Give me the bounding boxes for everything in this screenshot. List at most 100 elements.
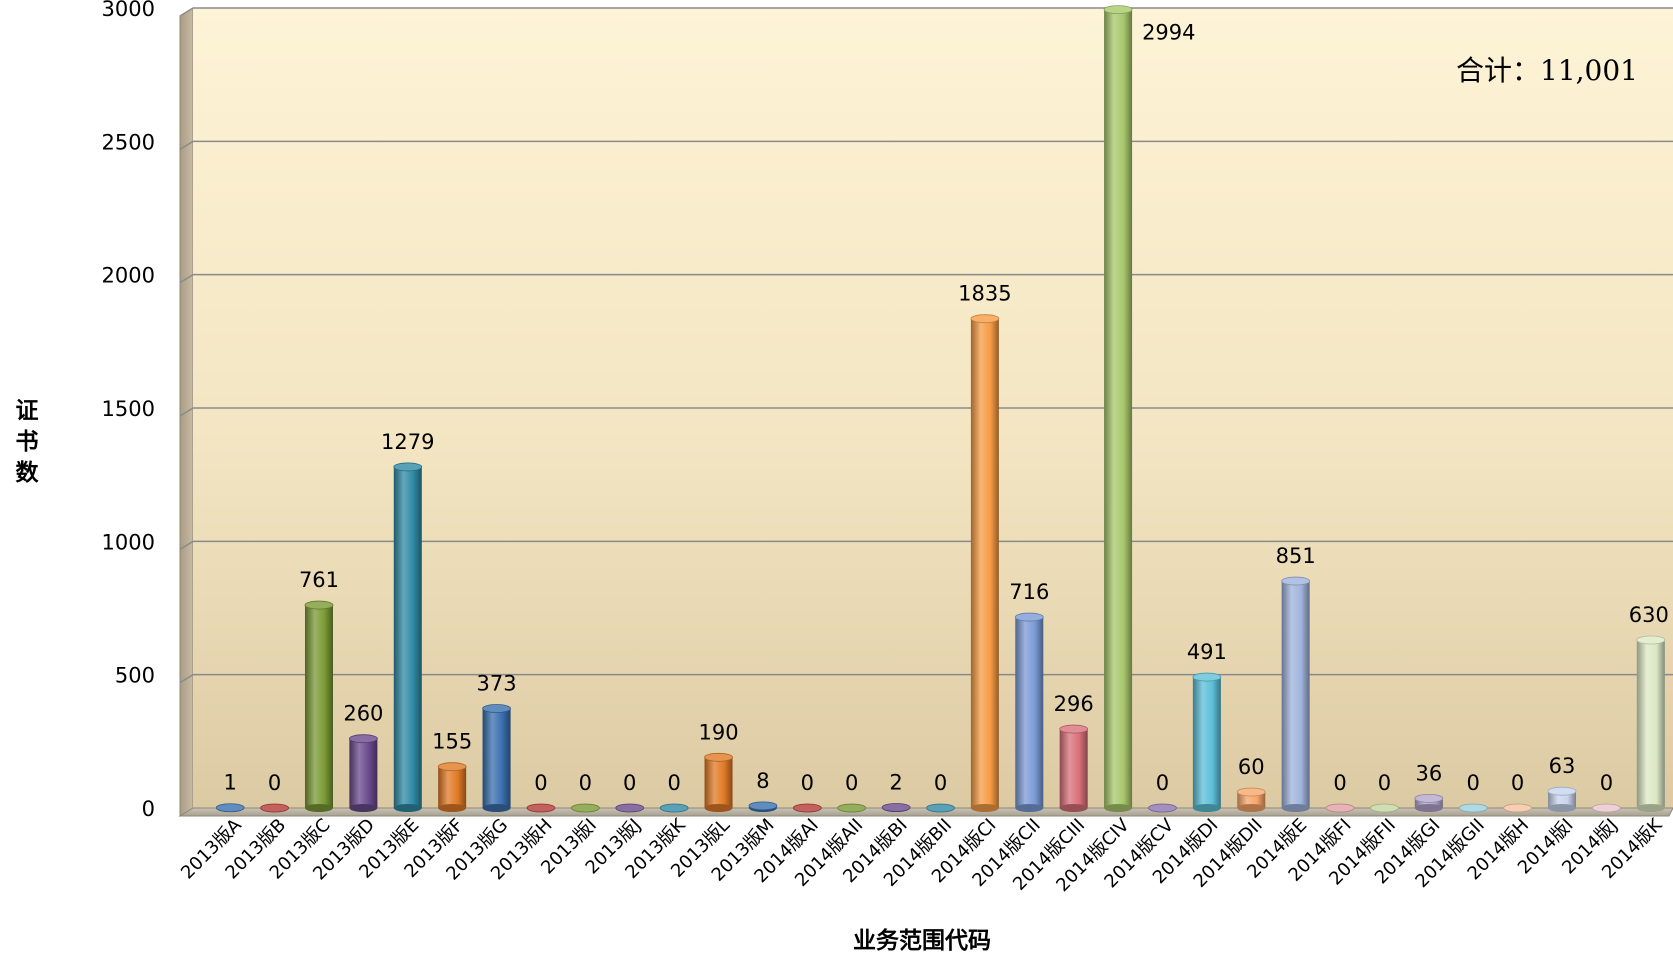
bar	[1547, 786, 1577, 812]
bar	[1103, 5, 1133, 812]
data-label: 2	[889, 770, 902, 794]
bar	[615, 803, 645, 813]
data-label: 373	[477, 672, 517, 696]
x-axis-title: 业务范围代码	[853, 928, 991, 954]
bar	[926, 803, 955, 813]
bar	[881, 803, 911, 812]
data-label: 0	[1333, 771, 1346, 795]
bar	[215, 803, 245, 813]
data-label: 0	[1600, 771, 1613, 795]
total-annotation: 合计：11,001	[1456, 54, 1638, 87]
bar-base	[1414, 804, 1443, 812]
bar-cap	[1281, 576, 1311, 586]
bar	[970, 314, 1000, 812]
data-label: 0	[845, 771, 858, 795]
bar-base	[304, 804, 333, 812]
data-label: 0	[623, 771, 636, 795]
bar-body	[438, 766, 467, 808]
bar-cap	[393, 462, 423, 472]
bar-base	[1281, 804, 1310, 812]
bar	[1592, 803, 1621, 813]
bar-cap	[881, 803, 911, 812]
gridline-side	[179, 140, 194, 150]
bar-cap	[748, 801, 778, 811]
data-label: 155	[432, 730, 472, 754]
bar-body	[304, 605, 333, 808]
bar-base	[1104, 804, 1133, 812]
data-label: 60	[1238, 755, 1265, 779]
y-axis-title: 证书数	[16, 398, 40, 486]
bar-body	[1104, 9, 1133, 809]
data-label: 0	[1511, 771, 1524, 795]
bar-cap	[1547, 786, 1577, 796]
y-tick-label: 1500	[102, 397, 155, 421]
bar-cap	[1370, 803, 1399, 813]
bar-cap	[1414, 794, 1444, 803]
bar	[704, 752, 733, 812]
bar-cap	[837, 803, 867, 813]
data-label: 630	[1629, 603, 1669, 627]
bar-cap	[1103, 5, 1133, 15]
bar-base	[349, 804, 378, 812]
data-labels: 1 0 761 260 1279 155 373 0 0 0 0 190 8 0 0 2 0 1835 716 296…	[224, 21, 1669, 795]
bar	[1014, 612, 1044, 812]
bar-cap	[260, 803, 289, 813]
bar	[792, 803, 822, 813]
y-axis-ticks: 0 500 1000 1500 2000 2500 3000	[102, 0, 155, 821]
bar-body	[349, 738, 378, 808]
data-label: 260	[343, 702, 383, 726]
bar-cap	[970, 314, 1000, 324]
bar-cap	[659, 803, 689, 813]
bar-body	[1414, 798, 1443, 808]
bar	[1636, 635, 1666, 812]
bar-base	[970, 804, 999, 812]
y-tick-label: 2500	[102, 130, 155, 154]
bar	[570, 803, 600, 813]
bar-cap	[1192, 672, 1222, 682]
data-label: 0	[268, 771, 281, 795]
bar	[1236, 787, 1266, 812]
bar-body	[1237, 792, 1266, 808]
bar-cap	[526, 803, 556, 813]
bar-body	[482, 708, 511, 808]
data-label: 190	[698, 720, 738, 744]
data-label: 1835	[958, 282, 1011, 306]
gridline-side	[179, 274, 194, 284]
bar-cap	[792, 803, 822, 813]
bar-cap	[304, 600, 334, 610]
bar-cap	[482, 704, 511, 713]
bar-cap	[1636, 635, 1666, 645]
bar-body	[970, 318, 999, 808]
bar-base	[393, 804, 422, 812]
data-label: 491	[1187, 640, 1227, 664]
data-label: 0	[934, 771, 947, 795]
bar-cap	[437, 762, 467, 772]
bar-cap	[1059, 724, 1089, 734]
bar-body	[1281, 581, 1310, 808]
data-label: 0	[667, 771, 680, 795]
y-tick-label: 1000	[102, 530, 155, 554]
data-label: 716	[1009, 580, 1049, 604]
bar	[1059, 724, 1089, 812]
data-label: 0	[1467, 771, 1480, 795]
data-label: 36	[1415, 761, 1442, 785]
gridline-side	[179, 540, 194, 550]
bar	[1458, 803, 1488, 813]
bar	[1281, 576, 1311, 812]
bar	[1503, 803, 1533, 813]
data-label: 0	[534, 771, 547, 795]
bar-base	[1636, 804, 1665, 812]
bar	[348, 734, 378, 812]
bar	[837, 803, 867, 813]
x-axis-categories: 2013版A2013版B2013版C2013版D2013版E2013版F2013…	[177, 814, 1667, 896]
bar-base	[1192, 804, 1221, 812]
bar	[1192, 672, 1222, 812]
data-label: 0	[1156, 771, 1169, 795]
data-label: 63	[1549, 754, 1576, 778]
bar-base	[1059, 804, 1088, 812]
bar	[304, 600, 334, 812]
bar-body	[1015, 617, 1044, 808]
bar	[260, 803, 289, 813]
gridlines	[179, 7, 1673, 684]
